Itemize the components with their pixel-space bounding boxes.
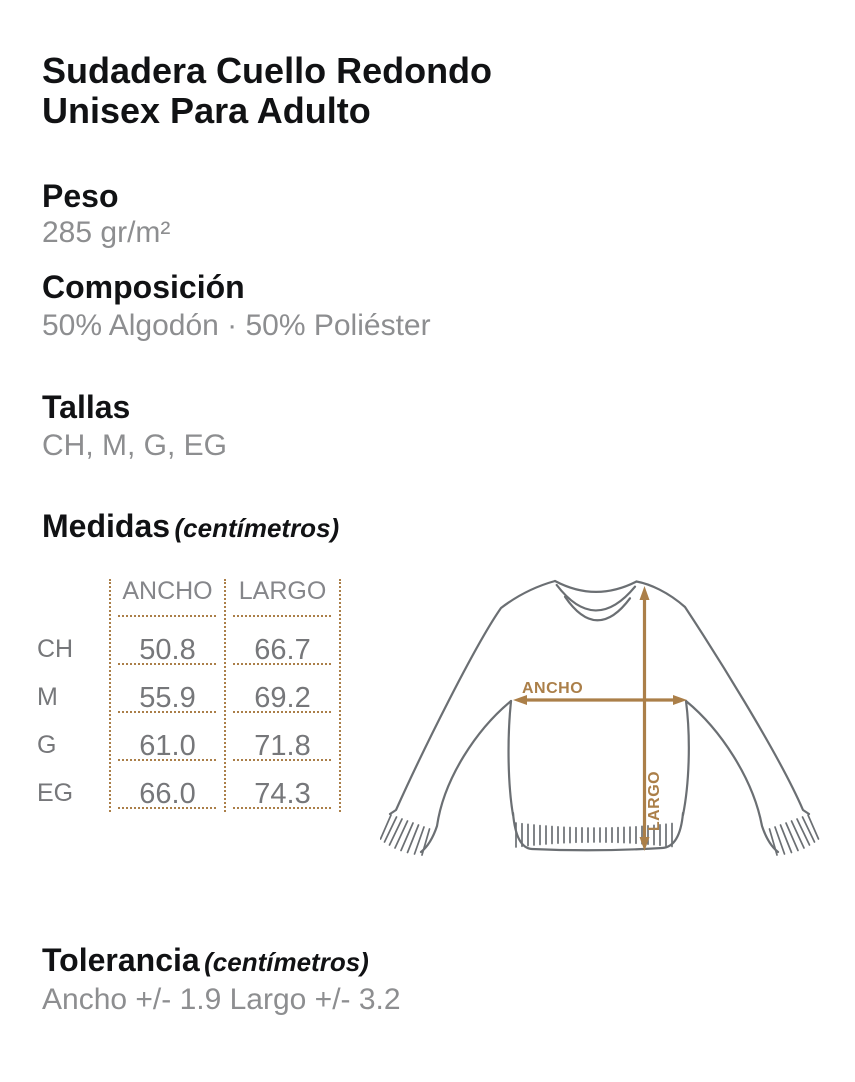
cell-eg-largo: 74.3 — [225, 761, 340, 809]
ancho-arrow-label: ANCHO — [522, 680, 583, 697]
cell-eg-ancho: 66.0 — [110, 761, 225, 809]
row-label-g: G — [37, 731, 57, 759]
largo-arrow-label: LARGO — [646, 771, 663, 831]
table-vline — [224, 579, 226, 812]
medidas-heading-label: Medidas — [42, 508, 171, 544]
tolerancia-unit-note: (centímetros) — [204, 947, 369, 977]
col-header-ancho: ANCHO — [110, 579, 225, 617]
row-label-eg: EG — [37, 779, 74, 807]
cell-ch-ancho: 50.8 — [110, 617, 225, 665]
tolerancia-heading-label: Tolerancia — [42, 942, 200, 978]
tolerancia-value: Ancho +/- 1.9 Largo +/- 3.2 — [42, 983, 401, 1016]
page-title: Sudadera Cuello Redondo Unisex Para Adul… — [42, 51, 492, 131]
cell-g-largo: 71.8 — [225, 713, 340, 761]
tallas-value: CH, M, G, EG — [42, 429, 228, 462]
largo-arrow — [639, 586, 650, 851]
table-corner-spacer — [37, 579, 110, 617]
col-header-largo: LARGO — [225, 579, 340, 617]
medidas-heading: Medidas (centímetros) — [42, 510, 339, 542]
cell-g-ancho: 61.0 — [110, 713, 225, 761]
cell-m-ancho: 55.9 — [110, 665, 225, 713]
hem-rib — [515, 822, 673, 848]
tallas-heading: Tallas — [42, 389, 131, 425]
sweater-outline — [388, 579, 811, 854]
peso-heading: Peso — [42, 178, 119, 214]
page-title-line2: Unisex Para Adulto — [42, 90, 371, 131]
table-vline — [339, 579, 341, 812]
peso-value: 285 gr/m² — [42, 216, 171, 249]
cuff-rib-right — [768, 814, 820, 856]
composicion-value: 50% Algodón · 50% Poliéster — [42, 309, 431, 342]
medidas-unit-note: (centímetros) — [174, 513, 340, 543]
ancho-arrow — [513, 695, 687, 705]
size-table: ANCHO LARGO CH 50.8 66.7 M 55.9 69.2 G 6… — [37, 579, 343, 812]
sweater-diagram: ANCHO LARGO — [380, 579, 820, 856]
tolerancia-heading: Tolerancia (centímetros) — [42, 944, 369, 976]
row-label-ch: CH — [37, 635, 74, 663]
table-vline — [109, 579, 111, 812]
cell-ch-largo: 66.7 — [225, 617, 340, 665]
page-title-line1: Sudadera Cuello Redondo — [42, 50, 493, 91]
row-label-m: M — [37, 683, 58, 711]
cuff-rib-left — [380, 814, 431, 856]
composicion-heading: Composición — [42, 269, 245, 305]
cell-m-largo: 69.2 — [225, 665, 340, 713]
